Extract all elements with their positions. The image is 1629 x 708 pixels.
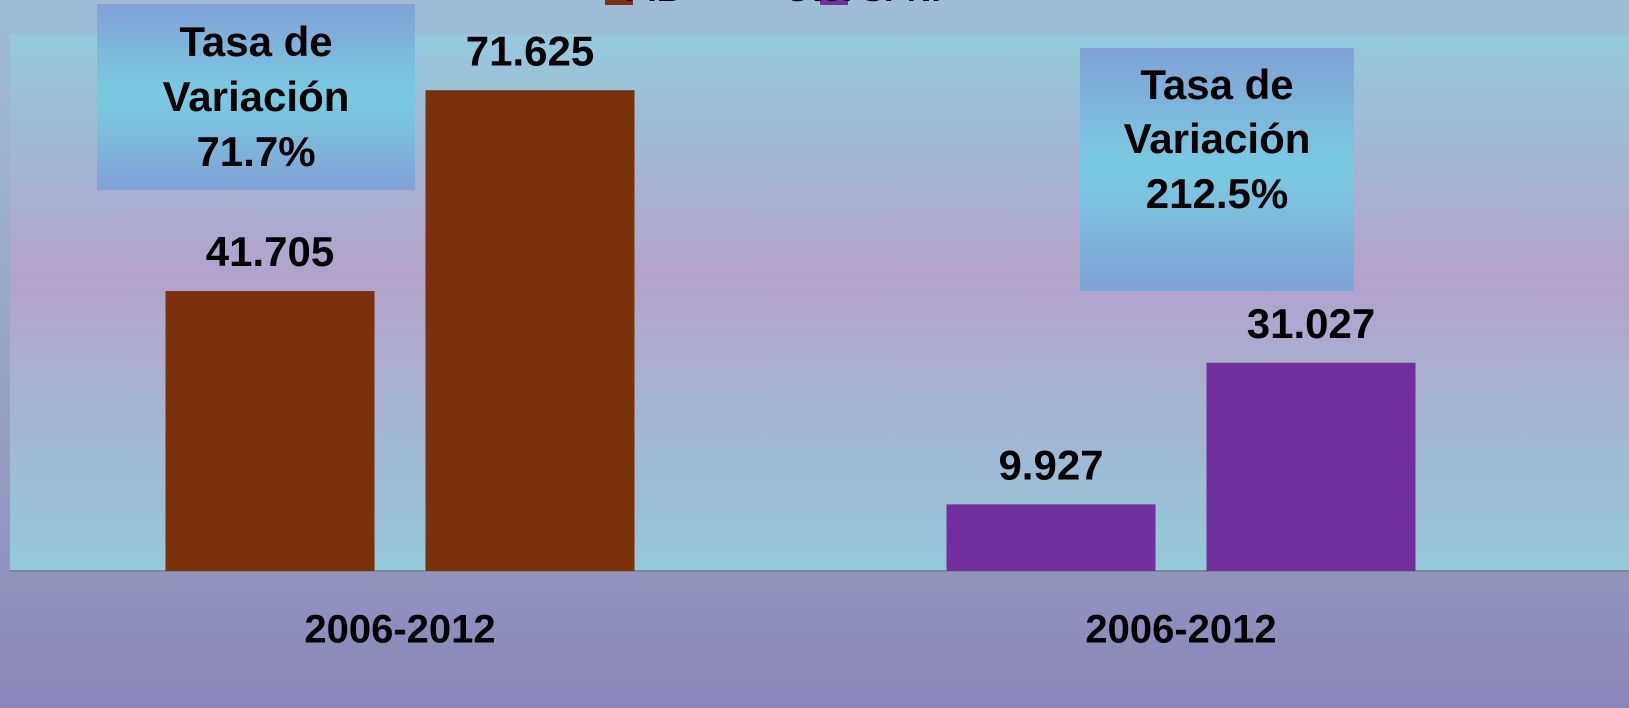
x-tick-label: 2006-2012 bbox=[1085, 608, 1276, 652]
annotation-text: Variación bbox=[163, 73, 350, 120]
annotation-text: Tasa de bbox=[179, 18, 332, 65]
bar bbox=[946, 504, 1156, 571]
value-label: 71.625 bbox=[466, 27, 594, 74]
value-label: 9.927 bbox=[998, 441, 1103, 488]
annotation-box bbox=[97, 4, 415, 190]
annotation-text: 212.5% bbox=[1146, 170, 1288, 217]
value-label: 31.027 bbox=[1247, 300, 1375, 347]
value-label: 41.705 bbox=[206, 228, 334, 275]
legend-label: Gto. SPNF bbox=[784, 0, 952, 9]
legend-label: PIB bbox=[625, 0, 682, 9]
bar bbox=[1206, 362, 1416, 571]
annotation-text: 71.7% bbox=[196, 128, 315, 175]
annotation-text: Variación bbox=[1124, 115, 1311, 162]
x-tick-label: 2006-2012 bbox=[304, 608, 495, 652]
annotation-text: Tasa de bbox=[1140, 61, 1293, 108]
bar bbox=[425, 90, 635, 571]
legend-swatch bbox=[605, 0, 633, 5]
annotation-box bbox=[1080, 48, 1354, 291]
bar bbox=[165, 291, 375, 571]
legend-swatch bbox=[820, 0, 848, 5]
